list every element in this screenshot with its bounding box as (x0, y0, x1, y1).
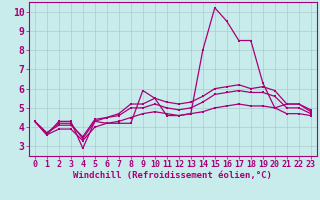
X-axis label: Windchill (Refroidissement éolien,°C): Windchill (Refroidissement éolien,°C) (73, 171, 272, 180)
